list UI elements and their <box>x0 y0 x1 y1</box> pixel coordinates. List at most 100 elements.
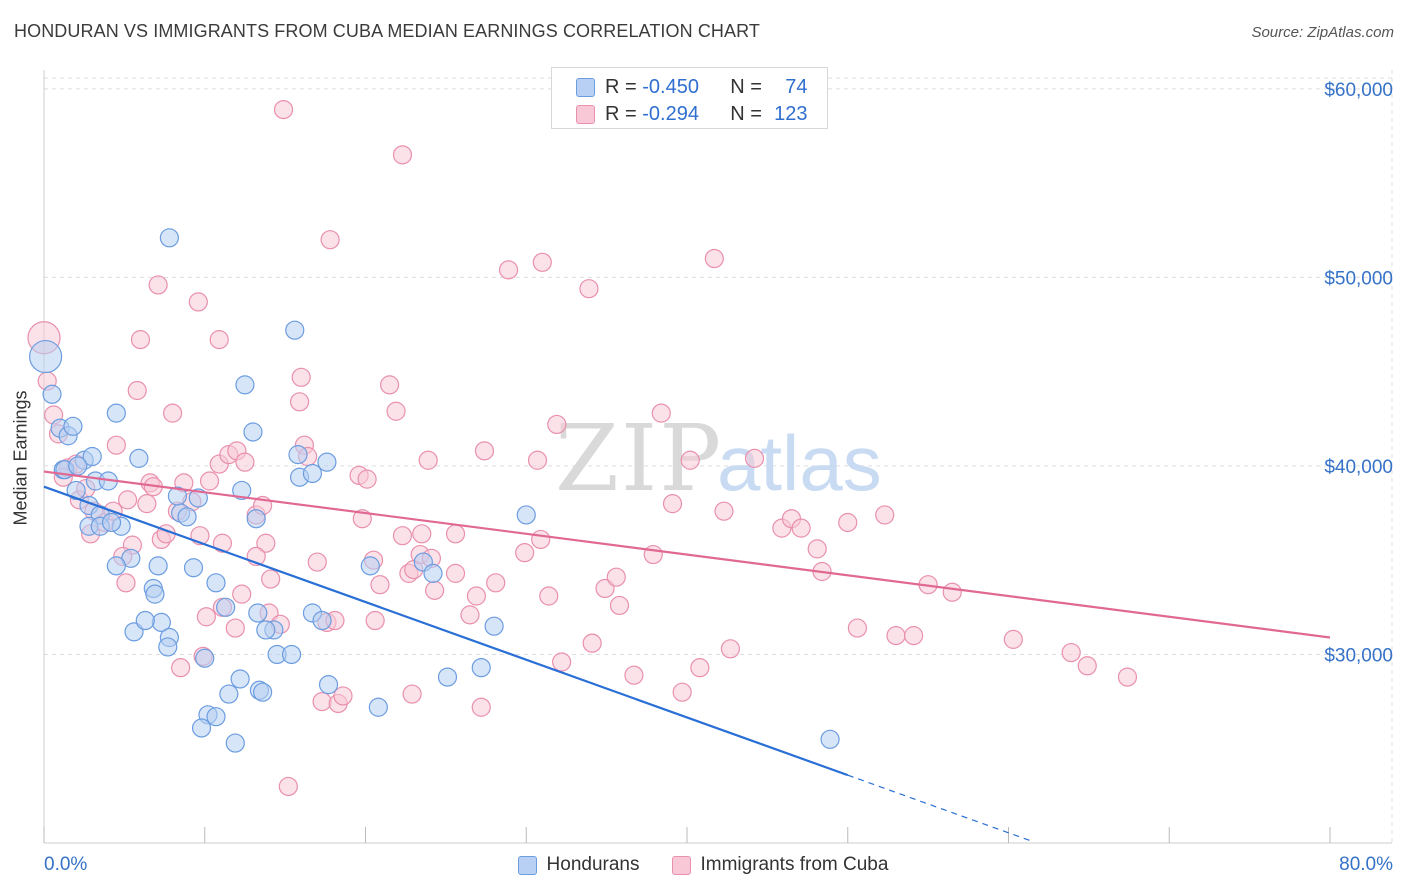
legend-r-label: R = <box>605 75 643 98</box>
honduran-point <box>243 422 263 442</box>
honduran-trend-extension <box>847 774 1033 843</box>
cuba-point <box>370 575 390 595</box>
honduran-point <box>248 603 268 623</box>
cuba-point <box>137 494 157 514</box>
honduran-point <box>129 448 149 468</box>
honduran-point <box>106 556 126 576</box>
grid-lines <box>44 70 1393 843</box>
cuba-point <box>744 448 765 468</box>
legend-n-value: 74 <box>785 75 808 98</box>
cuba-point <box>365 610 385 631</box>
y-tick-label: $30,000 <box>1324 645 1393 666</box>
cuba-point <box>117 490 138 510</box>
honduran-point <box>516 505 536 525</box>
honduran-point <box>285 320 305 340</box>
x-tick-label: 80.0% <box>1339 854 1393 875</box>
cuba-point <box>148 275 168 295</box>
honduran-point <box>177 507 197 527</box>
honduran-point <box>437 667 458 687</box>
legend-n-label: N = <box>730 102 768 125</box>
cuba-point <box>474 441 495 461</box>
honduran-point <box>159 228 179 248</box>
cuba-point <box>445 563 466 583</box>
cuba-point <box>1077 656 1097 676</box>
honduran-point <box>219 684 239 704</box>
cuba-point <box>392 145 413 165</box>
honduran-point <box>318 675 339 695</box>
honduran-point <box>191 718 212 738</box>
cuba-point <box>289 392 310 412</box>
cuba-point <box>209 330 229 350</box>
honduran-point <box>317 452 337 472</box>
honduran-point <box>183 558 204 578</box>
cuba-point <box>875 505 895 525</box>
cuba-point <box>163 403 183 423</box>
cuba-point <box>886 626 906 646</box>
honduran-point <box>302 463 323 484</box>
cuba-point <box>680 450 700 470</box>
cuba-trend-line <box>43 470 1331 639</box>
honduran-point <box>235 375 255 395</box>
cuba-point <box>807 539 827 559</box>
cuba-point <box>127 380 147 401</box>
legend-row-hondurans: R = -0.450 N = 74 <box>576 74 808 100</box>
cuba-point <box>579 279 599 299</box>
honduran-point <box>195 648 215 668</box>
cuba-point <box>188 292 208 312</box>
y-tick-label: $60,000 <box>1324 80 1393 101</box>
watermark-atlas: atlas <box>717 419 882 507</box>
honduran-point <box>246 509 266 529</box>
cuba-point <box>466 586 487 606</box>
chart-source: Source: ZipAtlas.com <box>1251 24 1394 41</box>
cuba-point <box>225 618 245 638</box>
honduran-point <box>288 445 308 465</box>
cuba-point <box>212 533 233 553</box>
honduran-point <box>158 637 178 657</box>
honduran-point <box>29 339 63 374</box>
series-hondurans-points <box>29 228 840 753</box>
cuba-point <box>714 501 734 521</box>
correlation-legend: R = -0.450 N = 74 R = -0.294 N = 123 <box>551 67 828 129</box>
honduran-point <box>135 610 155 631</box>
legend-row-cuba: R = -0.294 N = 123 <box>576 101 808 127</box>
cuba-point <box>412 524 432 544</box>
cuba-point <box>904 626 924 646</box>
cuba-point <box>651 403 671 423</box>
honduran-point <box>256 620 276 640</box>
honduran-point <box>66 480 86 501</box>
honduran-point <box>42 384 62 404</box>
cuba-point <box>116 573 136 593</box>
cuba-point <box>791 518 811 538</box>
cuba-point <box>720 639 741 659</box>
cuba-point <box>256 533 276 553</box>
cuba-point <box>539 586 559 606</box>
cuba-point <box>418 450 438 470</box>
cuba-point <box>531 529 551 550</box>
cuba-point <box>445 524 466 544</box>
honduran-point <box>484 616 504 636</box>
cuba-point <box>515 543 535 563</box>
legend-label-cuba: Immigrants from Cuba <box>700 854 889 875</box>
cuba-point <box>643 544 663 565</box>
y-tick-label: $50,000 <box>1324 268 1393 289</box>
cuba-point <box>527 450 548 470</box>
cuba-point <box>552 652 572 672</box>
cuba-point <box>273 99 294 120</box>
cuba-point <box>307 552 327 572</box>
cuba-point <box>261 569 281 589</box>
cuba-point <box>235 452 255 472</box>
cuba-point <box>106 435 126 455</box>
cuba-point <box>942 582 962 602</box>
cuba-point <box>498 260 519 280</box>
y-axis-title: Median Earnings <box>10 390 31 526</box>
cuba-point <box>532 252 552 272</box>
cuba-point <box>130 330 151 350</box>
series-legend: Hondurans Immigrants from Cuba <box>0 851 1406 879</box>
legend-swatch-pink <box>671 855 691 875</box>
cuba-point <box>278 776 298 797</box>
legend-swatch-pink <box>576 104 595 124</box>
cuba-point <box>471 697 491 717</box>
honduran-point <box>820 729 840 749</box>
